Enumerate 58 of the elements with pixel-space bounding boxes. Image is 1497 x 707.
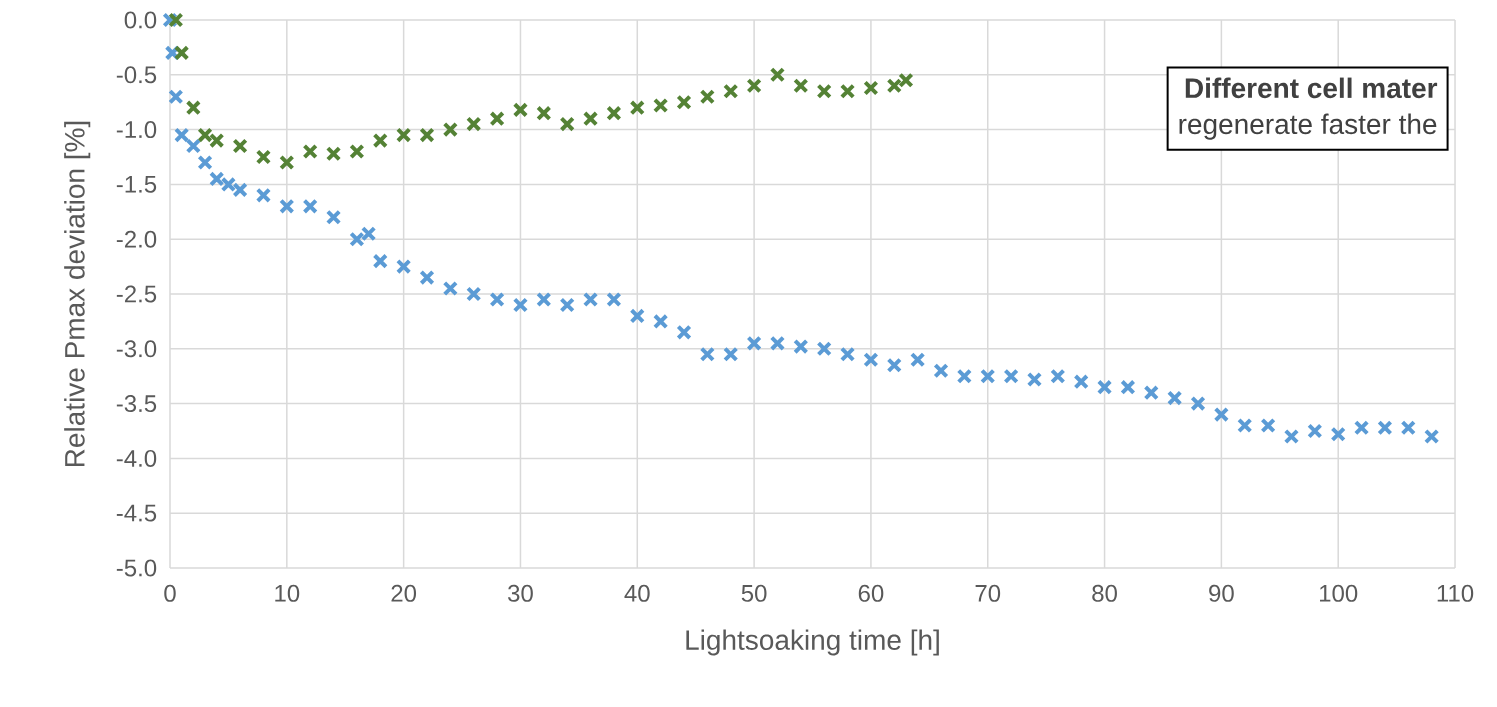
x-tick-label: 10: [275, 584, 300, 602]
x-tick-label: 80: [1092, 584, 1117, 602]
annotation: Different cell mater: [1185, 77, 1438, 99]
point: [839, 83, 856, 99]
y-tick-label: -1.5: [116, 176, 157, 193]
y-tick-label: -2.5: [116, 285, 157, 303]
point: [769, 67, 786, 83]
point: [512, 102, 529, 118]
point: [816, 83, 832, 99]
point: [279, 154, 295, 171]
point: [652, 97, 669, 114]
x-axis-title: Lightsoaking time [h]: [686, 629, 939, 656]
point: [395, 127, 412, 143]
point: [676, 94, 692, 110]
point: [723, 83, 739, 99]
point: [466, 116, 482, 132]
point: [349, 143, 365, 160]
point: [699, 89, 716, 105]
point: [536, 105, 552, 121]
point: [255, 149, 272, 165]
point: [629, 100, 645, 116]
point: [232, 138, 248, 154]
point: [442, 121, 459, 138]
y-tick-label: 0.0: [124, 11, 157, 29]
y-tick-label: -3.5: [116, 395, 157, 413]
y-tick-label: -5.0: [116, 559, 157, 577]
y-tick-label: -4.0: [116, 449, 157, 467]
y-tick-label: -4.5: [116, 504, 157, 522]
x-tick-label: 20: [391, 584, 417, 602]
point: [168, 12, 184, 28]
point: [489, 110, 505, 127]
x-tick-label: 60: [858, 584, 884, 602]
x-tick-label: 90: [1209, 584, 1234, 602]
annotation: regenerate faster the: [1179, 113, 1437, 140]
point: [582, 110, 599, 127]
x-tick-label: 40: [624, 584, 650, 602]
x-tick-label: 100: [1320, 584, 1358, 602]
point: [863, 80, 879, 96]
point: [302, 143, 318, 160]
point: [325, 146, 342, 162]
y-tick-label: -1.0: [116, 121, 157, 139]
x-tick-label: 70: [975, 584, 1001, 602]
point: [606, 105, 622, 121]
point: [185, 100, 202, 116]
y-tick-label: -2.0: [116, 230, 157, 248]
y-tick-label: -3.0: [116, 340, 157, 358]
point: [174, 45, 190, 61]
y-tick-label: -0.5: [116, 66, 157, 84]
point: [419, 127, 435, 143]
x-tick-label: 110: [1437, 584, 1474, 602]
point: [559, 116, 575, 132]
x-tick-label: 30: [508, 584, 533, 602]
x-tick-label: 50: [741, 584, 767, 602]
y-axis-title: Relative Pmax deviation [%]: [64, 121, 91, 467]
point: [372, 132, 388, 149]
point: [746, 78, 762, 94]
x-tick-label: 0: [164, 584, 176, 602]
point: [793, 78, 809, 94]
